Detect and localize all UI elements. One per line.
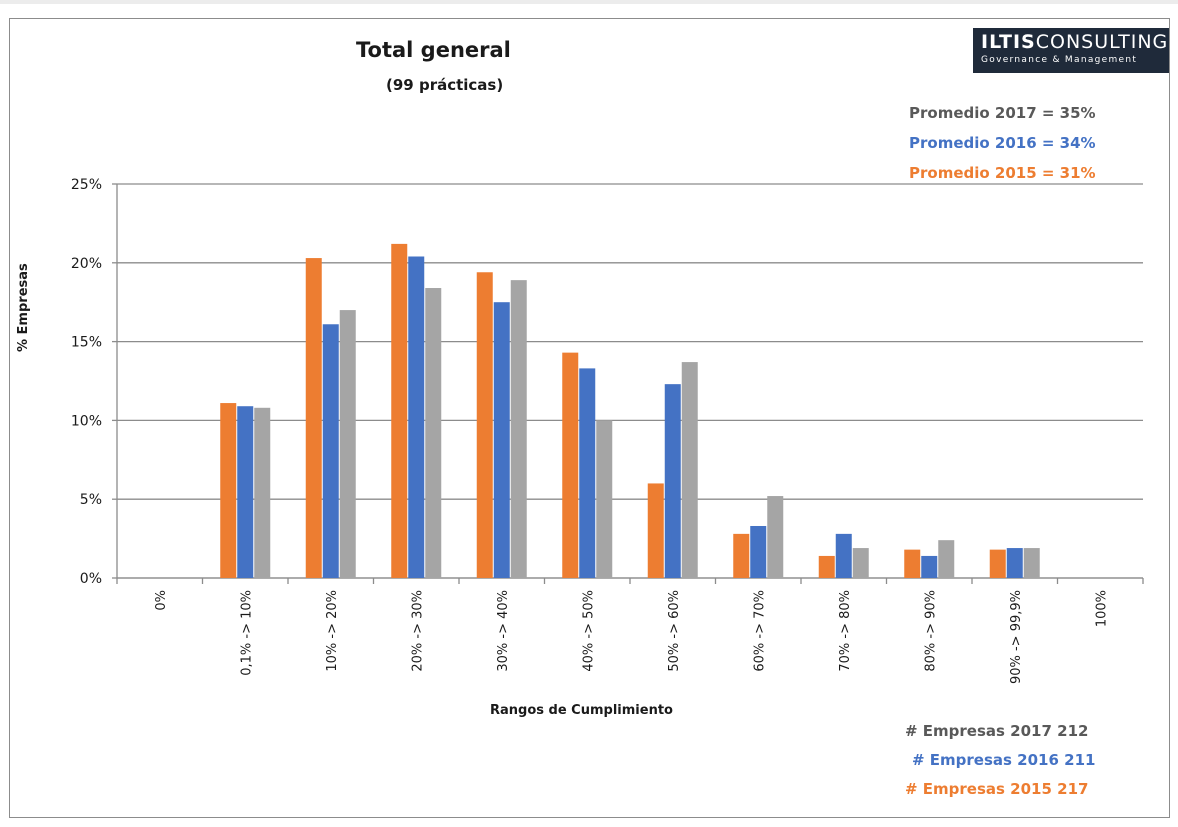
bar-2015-3 [391,243,408,578]
bar-2015-8 [818,555,835,578]
company-logo: ILTISCONSULTING Governance & Management [973,28,1169,73]
average-2017: Promedio 2017 = 35% [909,104,1096,122]
bar-2017-9 [938,540,955,578]
bar-2017-7 [767,496,784,578]
bar-2016-3 [408,256,425,578]
y-tick-label: 0% [80,571,102,587]
x-tick-label: 0,1% -> 10% [239,590,254,676]
bar-2016-7 [750,525,767,578]
bar-2017-5 [596,420,613,578]
chart-title: Total general [356,38,511,62]
x-axis-title: Rangos de Cumplimiento [490,703,673,718]
company-count-2016: # Empresas 2016 211 [912,751,1096,769]
logo-tagline: Governance & Management [981,55,1138,65]
x-tick-label: 80% -> 90% [923,590,938,672]
bar-2015-10 [989,549,1006,578]
bar-2017-4 [510,280,527,578]
x-tick-label: 90% -> 99,9% [1009,590,1024,684]
bar-2016-8 [835,533,852,578]
x-tick-label: 30% -> 40% [496,590,511,672]
logo-name: ILTISCONSULTING [981,31,1169,53]
bar-2016-6 [664,384,681,578]
bar-2015-2 [305,258,322,578]
bar-2016-4 [493,302,510,578]
x-tick-label: 40% -> 50% [581,590,596,672]
bar-2017-8 [852,548,869,578]
top-strip [0,0,1178,4]
bar-2016-10 [1006,548,1023,578]
bar-2017-6 [681,362,698,578]
bar-2017-2 [339,310,356,578]
y-tick-label: 5% [80,492,102,508]
x-tick-label: 60% -> 70% [752,590,767,672]
bar-2015-5 [562,352,579,578]
y-tick-label: 10% [71,413,102,429]
bar-2015-1 [220,403,237,578]
x-tick-label: 100% [1094,590,1109,627]
bar-2017-1 [254,407,271,578]
y-axis-title: % Empresas [16,263,31,352]
bar-2015-4 [476,272,493,578]
company-count-2017: # Empresas 2017 212 [905,722,1089,740]
company-count-2015: # Empresas 2015 217 [905,780,1089,798]
y-tick-label: 20% [71,256,102,272]
bar-2015-6 [647,483,664,578]
bar-2017-3 [425,288,442,578]
bar-2016-9 [921,555,938,578]
x-tick-label: 10% -> 20% [325,590,340,672]
x-tick-label: 20% -> 30% [410,590,425,672]
bar-2016-2 [322,324,339,578]
y-tick-label: 15% [71,335,102,351]
average-2015: Promedio 2015 = 31% [909,164,1096,182]
bar-2015-9 [904,549,921,578]
bar-2015-7 [733,533,750,578]
bar-2017-10 [1023,548,1040,578]
bar-2016-5 [579,368,596,578]
x-tick-label: 50% -> 60% [667,590,682,672]
average-2016: Promedio 2016 = 34% [909,134,1096,152]
y-tick-label: 25% [71,177,102,193]
bar-2016-1 [237,406,254,578]
chart-subtitle: (99 prácticas) [386,76,504,94]
x-tick-label: 70% -> 80% [838,590,853,672]
x-tick-label: 0% [154,590,169,611]
